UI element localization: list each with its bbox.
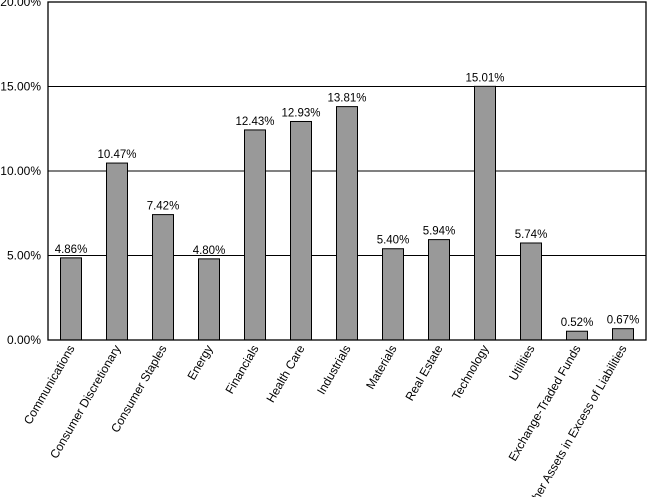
x-tick-label: Energy	[184, 343, 215, 383]
x-tick-label: Industrials	[314, 343, 353, 397]
data-label: 5.40%	[377, 235, 410, 247]
plot-area-frame	[47, 1, 647, 341]
bar	[428, 239, 450, 341]
data-label: 7.42%	[147, 201, 180, 213]
bar	[244, 129, 266, 341]
bar	[290, 120, 312, 341]
x-tick-label: Technology	[449, 343, 491, 403]
x-tick-label: Financials	[222, 343, 261, 397]
data-label: 12.43%	[235, 116, 274, 128]
y-tick-label: 10.00%	[0, 164, 41, 178]
y-tick-label: 20.00%	[0, 0, 41, 9]
data-label: 4.80%	[193, 245, 226, 257]
bar	[566, 330, 588, 341]
data-label: 13.81%	[327, 93, 366, 105]
data-labels: 4.86% 10.47% 7.42% 4.80% 12.43% 12.93% 13.81% 5…	[55, 72, 640, 329]
bar	[382, 248, 404, 341]
data-label: 10.47%	[97, 149, 136, 161]
y-tick-label: 0.00%	[7, 333, 41, 347]
data-label: 12.93%	[281, 107, 320, 119]
x-tick-label: Materials	[363, 343, 399, 392]
x-tick-label: Utilities	[506, 343, 537, 383]
bar	[60, 257, 82, 341]
data-label: 4.86%	[55, 244, 88, 256]
bar	[152, 214, 174, 341]
bar	[520, 242, 542, 341]
data-label: 0.67%	[607, 315, 640, 327]
y-tick-label: 5.00%	[7, 249, 41, 263]
y-tick-label: 15.00%	[0, 80, 41, 94]
x-tick-label: Health Care	[263, 342, 307, 405]
bar	[474, 85, 496, 341]
bars	[60, 85, 634, 341]
data-label: 5.74%	[515, 229, 548, 241]
x-tick-label: Real Estate	[402, 342, 445, 403]
bar	[106, 162, 128, 341]
y-axis-ticks: 0.00% 5.00% 10.00% 15.00% 20.00%	[0, 0, 41, 347]
bar	[612, 328, 634, 341]
data-label: 15.01%	[465, 72, 504, 84]
bar	[198, 258, 220, 341]
data-label: 0.52%	[561, 317, 594, 329]
data-label: 5.94%	[423, 226, 456, 238]
bar	[336, 106, 358, 341]
